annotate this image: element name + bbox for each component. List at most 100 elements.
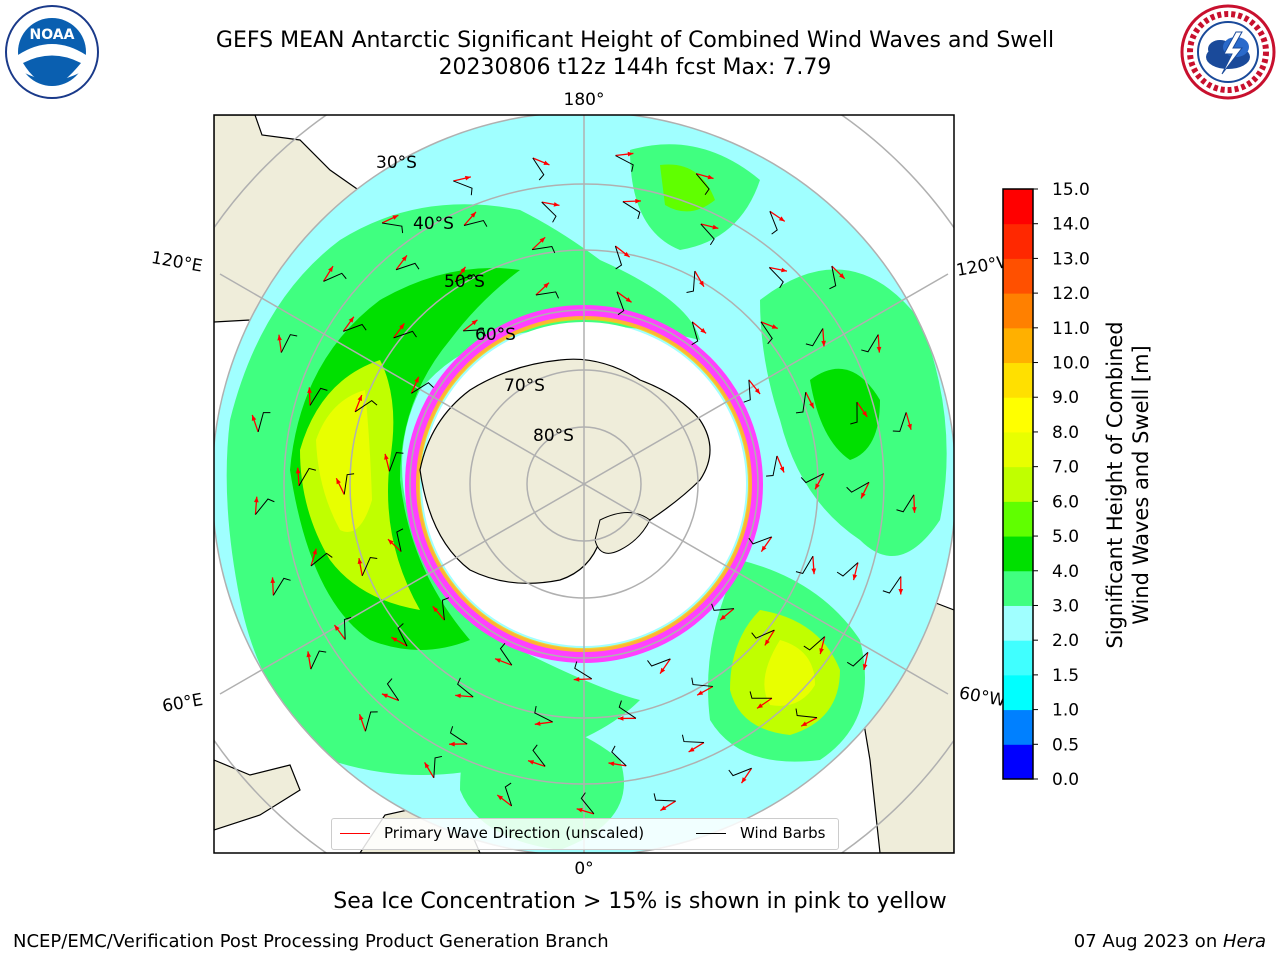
wind-barb xyxy=(309,387,328,406)
colorbar-tick-label: 11.0 xyxy=(1052,319,1090,339)
wind-barb xyxy=(298,467,316,486)
wave-arrow-head xyxy=(898,588,904,595)
wave-arrow-head xyxy=(381,693,388,699)
wave-arrow-head xyxy=(387,539,394,545)
wind-barb xyxy=(255,498,275,515)
wave-arrow-head xyxy=(862,410,868,417)
colorbar-tick-label: 12.0 xyxy=(1052,284,1090,304)
colorbar-tick-label: 1.0 xyxy=(1052,701,1079,721)
svg-text:NOAA: NOAA xyxy=(30,27,75,43)
wind-barb xyxy=(463,219,488,227)
wave-arrow-head xyxy=(771,324,778,329)
colorbar-segment xyxy=(1003,570,1033,606)
wave-arrow-head xyxy=(553,202,560,207)
wind-barb xyxy=(686,271,696,293)
wave-arrow-head xyxy=(821,340,826,347)
wave-arrow-head xyxy=(391,637,398,643)
wave-arrow-head xyxy=(778,216,785,222)
legend-item-wind-barbs: Wind Barbs xyxy=(696,824,825,842)
wind-barb xyxy=(882,576,902,594)
wave-arrow-head xyxy=(543,282,550,289)
colorbar-segment xyxy=(1003,640,1033,676)
wind-barb xyxy=(800,473,824,484)
wave-arrow-head xyxy=(251,414,257,421)
lon-label-180: 180° xyxy=(564,90,605,110)
wind-barb xyxy=(532,157,545,181)
wind-barb xyxy=(395,262,420,271)
wind-barb xyxy=(463,329,486,337)
wave-arrow-head xyxy=(424,762,430,769)
wave-arrow-head xyxy=(876,346,882,353)
colorbar-segment xyxy=(1003,605,1033,641)
colorbar: 0.0 0.5 1.0 1.5 2.0 3.0 4.0 5.0 6.0 7.0 8.0 9.0 10.0… xyxy=(1002,180,1090,790)
wind-barb xyxy=(691,677,713,687)
wave-arrow-head xyxy=(543,160,550,165)
wave-arrow-head xyxy=(627,151,634,157)
wave-arrow-head xyxy=(819,648,824,655)
wind-barb xyxy=(795,708,818,719)
colorbar-segment xyxy=(1003,674,1033,711)
lat-label-80s: 80°S xyxy=(533,426,574,446)
wind-barb xyxy=(795,555,814,575)
map-frame xyxy=(213,114,955,854)
wave-arrow-head xyxy=(336,478,341,485)
wind-barb xyxy=(272,577,291,596)
wind-barb xyxy=(541,201,557,223)
wave-arrow-head xyxy=(720,614,726,621)
wave-arrow-head xyxy=(907,423,912,430)
wind-barb xyxy=(803,636,826,651)
wind-barb xyxy=(611,745,627,767)
wave-arrow-head xyxy=(392,215,399,220)
wind-barb xyxy=(615,155,634,172)
wind-barb xyxy=(397,623,408,647)
wind-barb xyxy=(323,272,347,282)
wave-arrow-head xyxy=(697,690,704,696)
wind-barb xyxy=(354,399,378,413)
lon-label-60e: 60°E xyxy=(161,690,205,717)
wave-arrow-head xyxy=(277,334,282,341)
wave-arrow-head xyxy=(852,574,858,581)
colorbar-label-line2: Wind Waves and Swell [m] xyxy=(1129,345,1153,625)
colorbar-tick-label: 14.0 xyxy=(1052,215,1090,235)
wave-arrow-head xyxy=(449,741,455,747)
wind-barb xyxy=(364,711,378,732)
wave-arrow-head xyxy=(464,175,471,181)
colorbar-tick-label: 7.0 xyxy=(1052,458,1079,478)
wave-arrow-head xyxy=(635,198,641,204)
wind-barb xyxy=(766,455,778,477)
wave-arrow-head xyxy=(688,747,695,752)
wave-arrow-head xyxy=(757,703,763,709)
wave-arrow-head xyxy=(270,577,276,584)
wind-barb xyxy=(748,536,772,545)
noaa-logo: NOAA xyxy=(5,5,99,99)
footer-date: 07 Aug 2023 on Hera xyxy=(1074,931,1266,952)
colorbar-segment xyxy=(1003,223,1033,259)
wind-barb xyxy=(574,661,592,680)
nws-logo xyxy=(1180,4,1276,100)
wave-arrow-head xyxy=(754,388,761,394)
lat-label-70s: 70°S xyxy=(504,376,545,396)
vector-overlay xyxy=(251,151,917,815)
wind-barb xyxy=(499,642,513,666)
colorbar-tick-label: 3.0 xyxy=(1052,596,1079,616)
wave-arrow-head xyxy=(539,237,546,243)
wave-arrow-head xyxy=(357,395,362,402)
colorbar-segment xyxy=(1003,293,1033,329)
wave-arrow-head xyxy=(528,760,535,765)
wave-arrow-head xyxy=(660,667,666,674)
wind-barb xyxy=(769,211,778,235)
legend-wave-line xyxy=(340,833,370,834)
wind-barb xyxy=(681,734,704,744)
wave-arrow-head xyxy=(707,174,714,180)
wave-arrow-head xyxy=(455,693,461,699)
wave-arrow-head xyxy=(414,376,419,383)
graticule xyxy=(214,115,954,853)
wave-arrow-head xyxy=(295,467,301,474)
wind-barb xyxy=(691,321,699,346)
wave-arrow-head xyxy=(534,721,541,726)
wave-arrow-head xyxy=(625,297,632,303)
wave-arrow-head xyxy=(911,507,917,513)
wind-barb xyxy=(695,173,710,196)
legend-barb-label: Wind Barbs xyxy=(740,824,826,842)
colorbar-tick-label: 8.0 xyxy=(1052,423,1079,443)
